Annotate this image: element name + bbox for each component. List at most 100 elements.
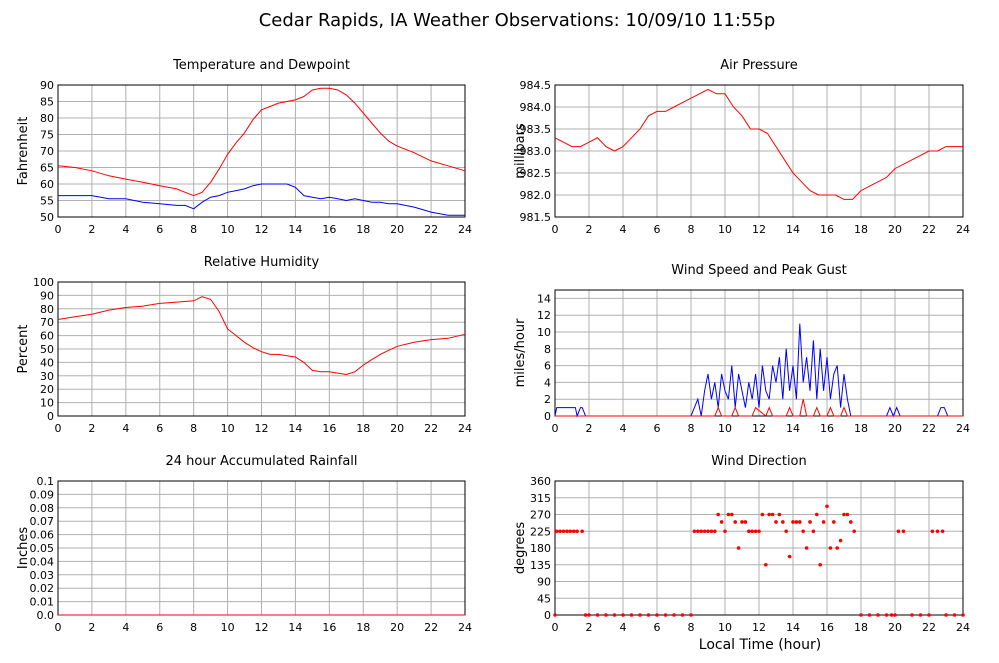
x-tick-label: 20 <box>888 223 902 236</box>
data-point <box>828 546 833 550</box>
x-tick-label: 22 <box>424 422 438 435</box>
y-tick-label: 0.03 <box>30 569 55 582</box>
data-point <box>818 562 822 567</box>
x-tick-label: 8 <box>190 621 197 634</box>
data-point <box>583 613 588 617</box>
x-tick-label: 16 <box>820 621 834 634</box>
y-tick-label: 315 <box>530 492 551 505</box>
page-title: Cedar Rapids, IA Weather Observations: 1… <box>259 10 776 31</box>
y-tick-label: 65 <box>40 162 54 175</box>
x-tick-label: 16 <box>820 422 834 435</box>
y-axis-label: Percent <box>16 325 31 374</box>
x-tick-label: 12 <box>255 621 269 634</box>
data-point <box>774 520 778 524</box>
data-point <box>852 529 856 534</box>
x-tick-label: 8 <box>688 621 695 634</box>
x-tick-label: 16 <box>322 422 336 435</box>
data-point <box>927 613 931 617</box>
data-point <box>604 613 608 617</box>
x-tick-label: 24 <box>956 422 970 435</box>
y-tick-label: 85 <box>40 96 54 109</box>
data-point <box>612 613 617 617</box>
data-point <box>753 529 758 534</box>
data-point <box>849 520 853 524</box>
y-tick-label: 30 <box>40 370 54 383</box>
data-point <box>784 529 788 534</box>
y-tick-label: 60 <box>40 330 54 343</box>
data-point <box>646 613 651 617</box>
x-tick-label: 20 <box>390 223 404 236</box>
x-tick-label: 6 <box>654 223 661 236</box>
data-point <box>558 529 562 534</box>
data-point <box>838 538 843 543</box>
x-tick-label: 18 <box>854 422 868 435</box>
data-point <box>719 520 724 524</box>
y-tick-label: 983.0 <box>520 145 552 158</box>
y-tick-label: 0.04 <box>30 555 55 568</box>
x-tick-label: 22 <box>922 422 936 435</box>
data-point <box>757 529 761 534</box>
x-tick-label: 2 <box>586 422 593 435</box>
x-tick-label: 14 <box>786 223 800 236</box>
y-tick-label: 50 <box>40 343 54 356</box>
data-point <box>689 613 693 617</box>
x-tick-label: 18 <box>356 621 370 634</box>
x-tick-label: 20 <box>390 422 404 435</box>
series-line <box>554 88 963 200</box>
x-tick-label: 6 <box>654 422 661 435</box>
data-point <box>699 529 703 534</box>
x-tick-label: 24 <box>458 223 472 236</box>
data-point <box>747 529 751 534</box>
y-tick-label: 984.0 <box>520 101 552 114</box>
x-tick-label: 10 <box>718 621 732 634</box>
data-point <box>889 613 894 617</box>
x-tick-label: 0 <box>552 621 559 634</box>
data-point <box>730 512 734 517</box>
y-tick-label: 4 <box>544 376 551 389</box>
y-tick-label: 360 <box>530 475 551 488</box>
data-point <box>781 520 785 524</box>
data-point <box>930 529 935 534</box>
data-point <box>723 529 727 534</box>
x-tick-label: 0 <box>552 422 559 435</box>
data-point <box>770 512 775 517</box>
y-tick-label: 0 <box>47 410 54 423</box>
x-tick-label: 2 <box>586 223 593 236</box>
x-tick-label: 6 <box>156 621 163 634</box>
x-tick-label: 24 <box>458 422 472 435</box>
y-tick-label: 270 <box>530 509 551 522</box>
data-point <box>867 613 872 617</box>
data-point <box>736 546 741 550</box>
y-tick-label: 100 <box>33 276 54 289</box>
y-tick-label: 0.01 <box>30 596 55 609</box>
data-point <box>787 554 792 559</box>
data-point <box>709 529 714 534</box>
series-line <box>57 87 466 197</box>
chart-title: Wind Speed and Peak Gust <box>671 263 846 278</box>
x-tick-label: 22 <box>922 223 936 236</box>
x-tick-label: 4 <box>122 223 129 236</box>
data-point <box>663 613 668 617</box>
x-tick-label: 14 <box>288 223 302 236</box>
x-tick-label: 8 <box>190 422 197 435</box>
data-point <box>918 613 923 617</box>
y-tick-label: 55 <box>40 195 54 208</box>
y-tick-label: 135 <box>530 559 551 572</box>
x-axis-label: Local Time (hour) <box>699 637 821 653</box>
data-point <box>554 529 559 534</box>
data-point <box>940 529 945 534</box>
data-point <box>845 512 850 517</box>
x-tick-label: 0 <box>55 422 62 435</box>
x-tick-label: 0 <box>55 621 62 634</box>
x-tick-label: 22 <box>424 223 438 236</box>
x-tick-label: 24 <box>956 621 970 634</box>
x-tick-label: 2 <box>88 223 95 236</box>
data-point <box>750 529 754 534</box>
data-point <box>571 529 576 534</box>
